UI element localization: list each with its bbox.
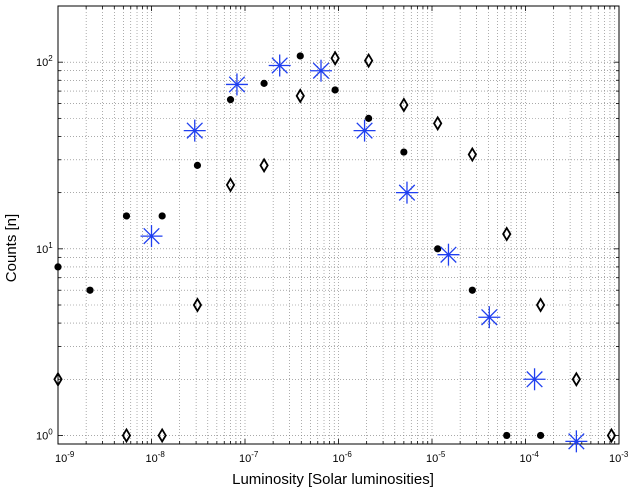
- diamond-point: [363, 52, 374, 69]
- x-tick-exponent: -4: [532, 450, 540, 459]
- y-tick-base: 10: [36, 57, 48, 69]
- diamond-point: [399, 97, 409, 113]
- diamond-point: [157, 427, 167, 444]
- dot-point: [400, 148, 408, 156]
- series-diamond: [53, 50, 617, 444]
- y-tick-label: 101: [36, 241, 53, 256]
- x-tick-base: 10: [426, 453, 438, 465]
- x-tick-label: 10-5: [426, 450, 446, 465]
- x-tick-base: 10: [520, 453, 532, 465]
- dot-point: [260, 79, 268, 87]
- x-tick-label: 10-6: [333, 450, 353, 465]
- y-tick-base: 10: [36, 244, 48, 256]
- diamond-point: [330, 50, 340, 66]
- dot-point: [331, 86, 339, 94]
- diamond-point: [259, 157, 269, 174]
- x-tick-exponent: -5: [438, 450, 446, 459]
- diamond-point: [606, 427, 617, 444]
- asterisk-point: [353, 119, 376, 142]
- dot-point: [86, 286, 94, 294]
- diamond-point: [225, 177, 236, 193]
- diamond-point: [53, 371, 63, 388]
- dot-point: [503, 431, 511, 440]
- diamond-point: [535, 297, 546, 313]
- asterisk-point: [523, 368, 546, 391]
- diamond-point: [502, 226, 512, 242]
- x-tick-base: 10: [239, 453, 251, 465]
- y-tick-label: 102: [36, 54, 53, 69]
- dot-point: [536, 431, 545, 440]
- dot-point: [122, 212, 131, 220]
- x-tick-exponent: -7: [251, 450, 259, 459]
- x-tick-base: 10: [609, 453, 621, 465]
- asterisk-point: [225, 73, 248, 96]
- series-dot: [54, 52, 545, 440]
- dot-point: [158, 212, 166, 220]
- asterisk-point: [183, 119, 206, 142]
- x-tick-exponent: -3: [621, 450, 629, 459]
- x-tick-label: 10-3: [609, 450, 629, 465]
- asterisk-point: [310, 59, 333, 82]
- x-axis-label: Luminosity [Solar luminosities]: [232, 471, 434, 488]
- diamond-point: [571, 371, 582, 388]
- x-tick-base: 10: [333, 453, 345, 465]
- series-asterisk: [140, 54, 588, 453]
- x-tick-label: 10-7: [239, 450, 259, 465]
- y-tick-base: 10: [36, 430, 48, 442]
- diamond-point: [295, 88, 305, 104]
- y-tick-exponent: 2: [48, 54, 53, 63]
- y-tick-exponent: 0: [48, 427, 53, 436]
- dot-point: [54, 263, 62, 271]
- x-tick-exponent: -8: [158, 450, 166, 459]
- dot-point: [434, 245, 442, 253]
- asterisk-point: [268, 54, 291, 77]
- y-axis-label: Counts [n]: [3, 214, 20, 282]
- grid-lines: [57, 5, 620, 445]
- asterisk-point: [437, 243, 460, 266]
- asterisk-point: [395, 181, 418, 204]
- dot-point: [468, 286, 476, 294]
- diamond-point: [433, 115, 443, 132]
- dot-point: [226, 96, 235, 104]
- x-tick-exponent: -9: [67, 450, 75, 459]
- axis-ticks: [57, 5, 620, 445]
- y-tick-exponent: 1: [48, 241, 53, 250]
- x-tick-label: 10-4: [520, 450, 540, 465]
- y-tick-label: 100: [36, 427, 53, 442]
- data-marks: [53, 50, 617, 453]
- x-tick-label: 10-9: [55, 450, 75, 465]
- x-tick-base: 10: [146, 453, 158, 465]
- diamond-point: [192, 297, 203, 313]
- dot-point: [365, 114, 373, 122]
- asterisk-point: [478, 306, 501, 329]
- x-tick-base: 10: [55, 453, 67, 465]
- asterisk-point: [140, 225, 163, 248]
- diamond-point: [121, 427, 132, 444]
- dot-point: [296, 52, 304, 60]
- asterisk-point: [565, 430, 588, 453]
- diamond-point: [467, 146, 477, 163]
- dot-point: [193, 161, 202, 169]
- x-tick-exponent: -6: [345, 450, 353, 459]
- x-tick-label: 10-8: [146, 450, 166, 465]
